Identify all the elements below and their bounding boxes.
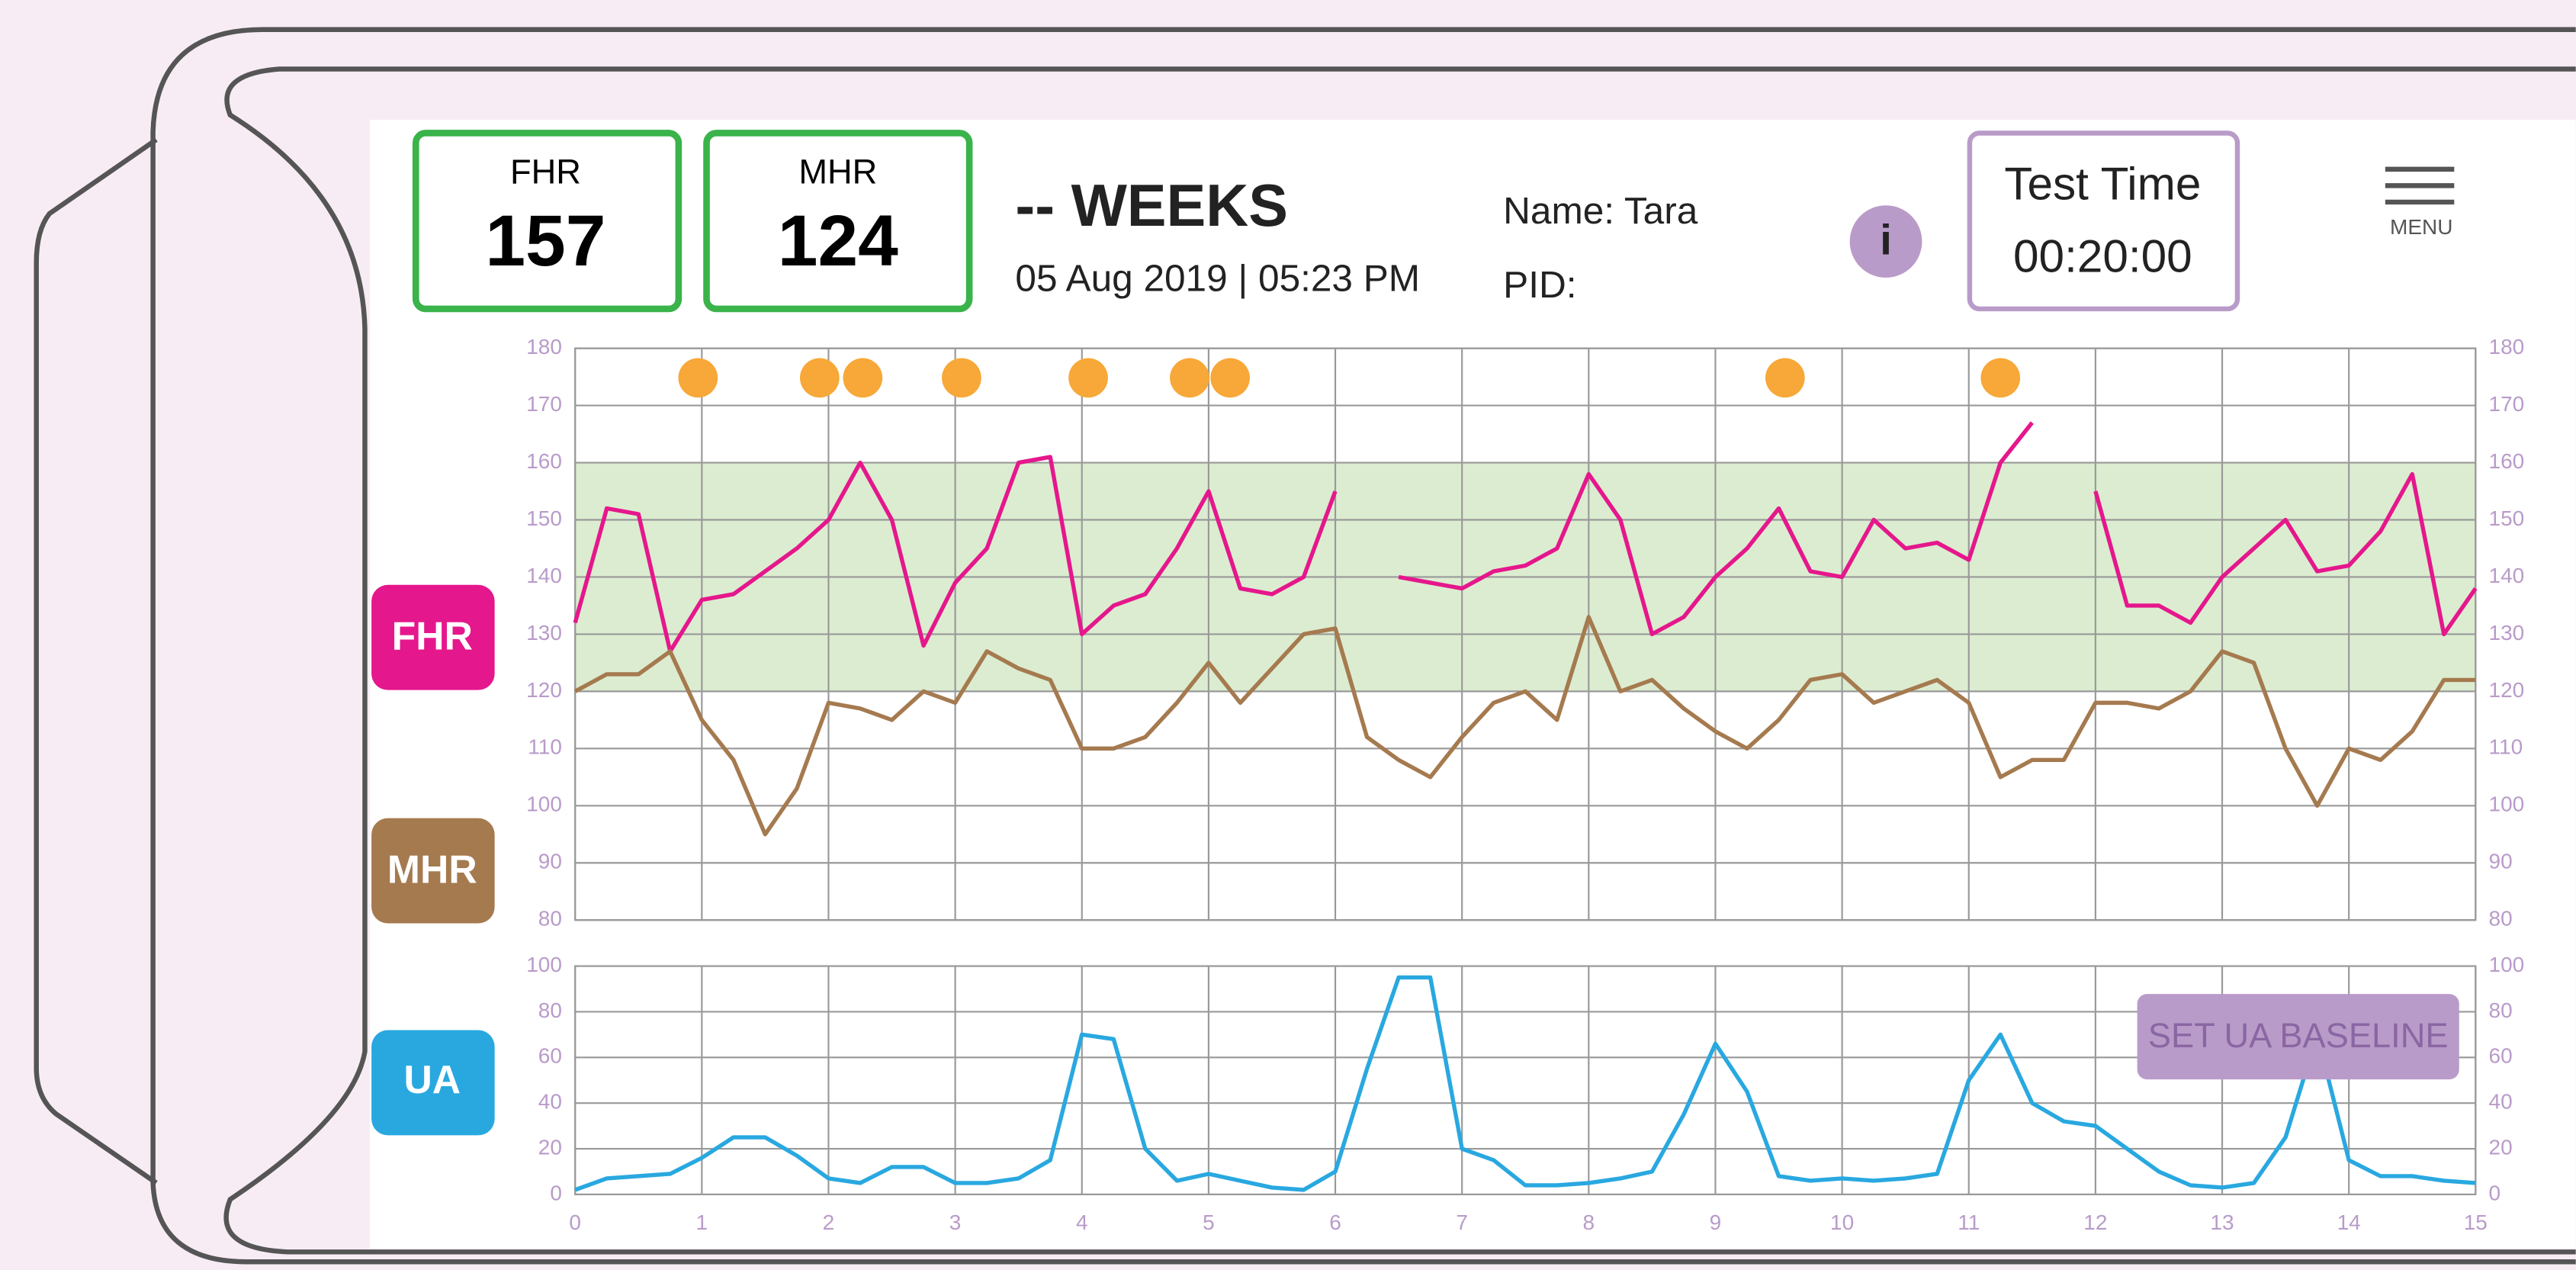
- y-tick-label: 110: [528, 735, 562, 759]
- y2-tick-label: 100: [2489, 793, 2525, 816]
- y2-tick-label: 140: [2489, 564, 2525, 587]
- x-tick-label: 2: [823, 1211, 835, 1234]
- mhr-label: MHR: [798, 152, 877, 191]
- y-tick-label: 0: [550, 1181, 562, 1204]
- weeks: -- WEEKS: [1015, 173, 1287, 239]
- y-tick-label: 170: [526, 392, 562, 416]
- screen: FHR 157 MHR 124 -- WEEKS 05 Aug 2019 | 0…: [0, 0, 2576, 1270]
- y-tick-label: 80: [538, 907, 562, 931]
- y2-tick-label: 60: [2489, 1044, 2513, 1068]
- y-tick-label: 90: [538, 850, 562, 873]
- y-tick-label: 80: [538, 998, 562, 1022]
- x-tick-label: 3: [949, 1211, 962, 1234]
- y-tick-label: 60: [538, 1044, 562, 1068]
- y2-tick-label: 90: [2489, 850, 2513, 873]
- y-tick-label: 20: [538, 1135, 562, 1159]
- fhr-label: FHR: [510, 152, 581, 191]
- y2-tick-label: 20: [2489, 1135, 2513, 1159]
- x-tick-label: 9: [1710, 1211, 1722, 1234]
- y-tick-label: 180: [526, 335, 562, 358]
- y-tick-label: 100: [526, 793, 562, 816]
- x-tick-label: 13: [2210, 1211, 2234, 1234]
- x-tick-label: 6: [1329, 1211, 1341, 1234]
- acceleration-marker: [678, 358, 718, 398]
- set-ua-baseline-button[interactable]: SET UA BASELINE: [2138, 994, 2459, 1079]
- legend-label: MHR: [387, 847, 477, 891]
- y2-tick-label: 170: [2489, 392, 2525, 416]
- patient-id: PID:: [1503, 264, 1576, 306]
- x-tick-label: 0: [569, 1211, 581, 1234]
- y-tick-label: 120: [526, 678, 562, 702]
- legend-label: FHR: [392, 614, 473, 658]
- patient-name: Name: Tara: [1503, 190, 1698, 232]
- y2-tick-label: 0: [2489, 1181, 2501, 1204]
- x-tick-label: 4: [1076, 1211, 1088, 1234]
- acceleration-marker: [1170, 358, 1209, 398]
- y-tick-label: 100: [526, 953, 562, 976]
- datetime: 05 Aug 2019 | 05:23 PM: [1015, 257, 1420, 299]
- y2-tick-label: 110: [2489, 735, 2523, 759]
- acceleration-marker: [1210, 358, 1250, 398]
- y2-tick-label: 130: [2489, 621, 2525, 645]
- y2-tick-label: 80: [2489, 907, 2513, 931]
- fhr-value: 157: [485, 201, 605, 281]
- y2-tick-label: 80: [2489, 998, 2513, 1022]
- y-tick-label: 130: [526, 621, 562, 645]
- x-tick-label: 5: [1203, 1211, 1215, 1234]
- y-tick-label: 40: [538, 1090, 562, 1114]
- x-tick-label: 1: [696, 1211, 708, 1234]
- button-label[interactable]: SET UA BASELINE: [2148, 1016, 2449, 1055]
- y-tick-label: 160: [526, 449, 562, 473]
- page: FHR 157 MHR 124 -- WEEKS 05 Aug 2019 | 0…: [0, 0, 2576, 1270]
- y2-tick-label: 120: [2489, 678, 2525, 702]
- device-outline: [37, 140, 156, 1183]
- x-tick-label: 10: [1830, 1211, 1854, 1234]
- y2-tick-label: 160: [2489, 449, 2525, 473]
- y-tick-label: 150: [526, 506, 562, 530]
- x-tick-label: 15: [2464, 1211, 2488, 1234]
- menu-label[interactable]: MENU: [2390, 215, 2452, 239]
- acceleration-marker: [942, 358, 981, 398]
- acceleration-marker: [843, 358, 882, 398]
- x-tick-label: 7: [1456, 1211, 1468, 1234]
- y2-tick-label: 100: [2489, 953, 2525, 976]
- acceleration-marker: [1765, 358, 1805, 398]
- legend-label: UA: [403, 1057, 461, 1101]
- y2-tick-label: 40: [2489, 1090, 2513, 1114]
- info-icon[interactable]: i: [1880, 216, 1892, 264]
- x-tick-label: 14: [2337, 1211, 2361, 1234]
- test-time-label: Test Time: [2004, 157, 2201, 209]
- y-tick-label: 140: [526, 564, 562, 587]
- test-time-value: 00:20:00: [2013, 230, 2192, 281]
- x-tick-label: 12: [2083, 1211, 2107, 1234]
- x-tick-label: 8: [1583, 1211, 1595, 1234]
- y2-tick-label: 180: [2489, 335, 2525, 358]
- acceleration-marker: [800, 358, 840, 398]
- y2-tick-label: 150: [2489, 506, 2525, 530]
- acceleration-marker: [1068, 358, 1108, 398]
- acceleration-marker: [1980, 358, 2020, 398]
- mhr-value: 124: [778, 201, 898, 281]
- x-tick-label: 11: [1958, 1211, 1980, 1234]
